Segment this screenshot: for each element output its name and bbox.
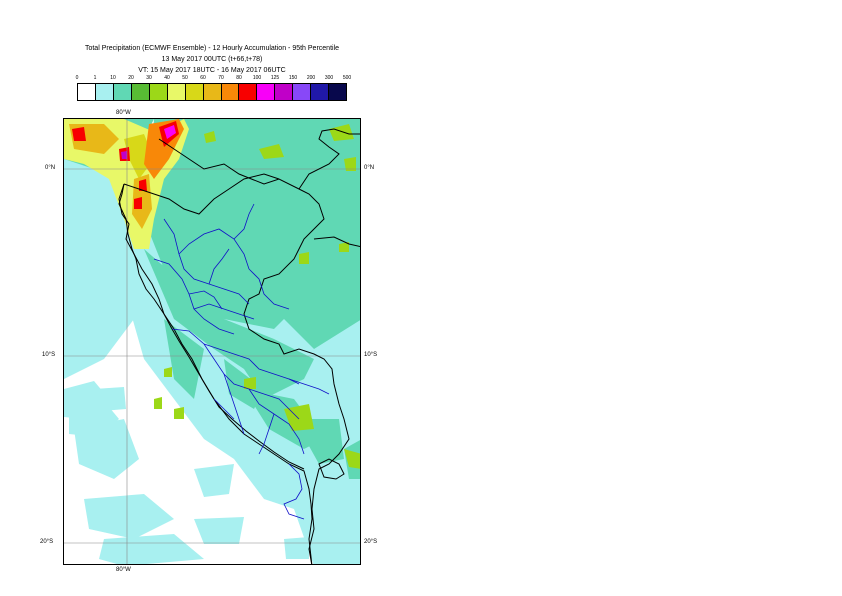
legend-swatch <box>131 84 150 100</box>
color-legend: 0 1 10 20 30 40 50 60 70 80 100 125 150 200 300 500 <box>76 75 351 103</box>
legend-swatch <box>239 84 258 100</box>
precip-heavy-band <box>64 119 189 249</box>
legend-tick-label: 300 <box>324 75 334 81</box>
precip-green-patches <box>154 124 360 469</box>
legend-tick-label: 10 <box>110 75 116 81</box>
legend-tick-label: 0 <box>75 75 79 81</box>
legend-tick-label: 1 <box>93 75 97 81</box>
country-borders <box>118 128 360 564</box>
legend-swatch <box>311 84 330 100</box>
legend-swatch <box>293 84 312 100</box>
legend-swatch <box>257 84 276 100</box>
chart-title-line-1: Total Precipitation (ECMWF Ensemble) - 1… <box>84 45 340 52</box>
legend-tick-label: 30 <box>146 75 152 81</box>
legend-swatch <box>149 84 168 100</box>
graticule <box>64 119 360 564</box>
legend-swatch <box>329 84 347 100</box>
legend-swatch <box>113 84 132 100</box>
lat-label-left-1: 10°S <box>42 352 56 358</box>
legend-swatch <box>185 84 204 100</box>
lat-label-right-1: 10°S <box>364 352 378 358</box>
map-canvas <box>64 119 360 564</box>
lat-label-left-0: 0°N <box>45 165 56 171</box>
legend-tick-label: 40 <box>164 75 170 81</box>
legend-swatch <box>275 84 294 100</box>
legend-tick-label: 70 <box>218 75 224 81</box>
legend-tick-label: 200 <box>306 75 316 81</box>
legend-swatch <box>95 84 114 100</box>
legend-swatch <box>203 84 222 100</box>
lat-label-left-2: 20°S <box>40 539 54 545</box>
legend-tick-label: 100 <box>252 75 262 81</box>
legend-tick-label: 150 <box>288 75 298 81</box>
legend-tick-label: 60 <box>200 75 206 81</box>
chart-title-line-2: 13 May 2017 00UTC (t+66,t+78) <box>161 56 263 63</box>
lon-label-top: 80°W <box>116 110 131 116</box>
lon-label-bottom: 80°W <box>116 567 131 573</box>
legend-tick-label: 50 <box>182 75 188 81</box>
lat-label-right-2: 20°S <box>364 539 378 545</box>
legend-tick-label: 20 <box>128 75 134 81</box>
legend-swatches <box>77 83 347 101</box>
legend-tick-label: 125 <box>270 75 280 81</box>
legend-swatch <box>78 84 96 100</box>
legend-tick-label: 80 <box>236 75 242 81</box>
legend-swatch <box>167 84 186 100</box>
chart-title-line-3: VT: 15 May 2017 18UTC - 16 May 2017 06UT… <box>138 67 286 74</box>
lat-label-right-0: 0°N <box>364 165 375 171</box>
precipitation-map <box>63 118 361 565</box>
legend-swatch <box>221 84 240 100</box>
legend-tick-label: 500 <box>342 75 352 81</box>
region-borders <box>153 203 330 520</box>
